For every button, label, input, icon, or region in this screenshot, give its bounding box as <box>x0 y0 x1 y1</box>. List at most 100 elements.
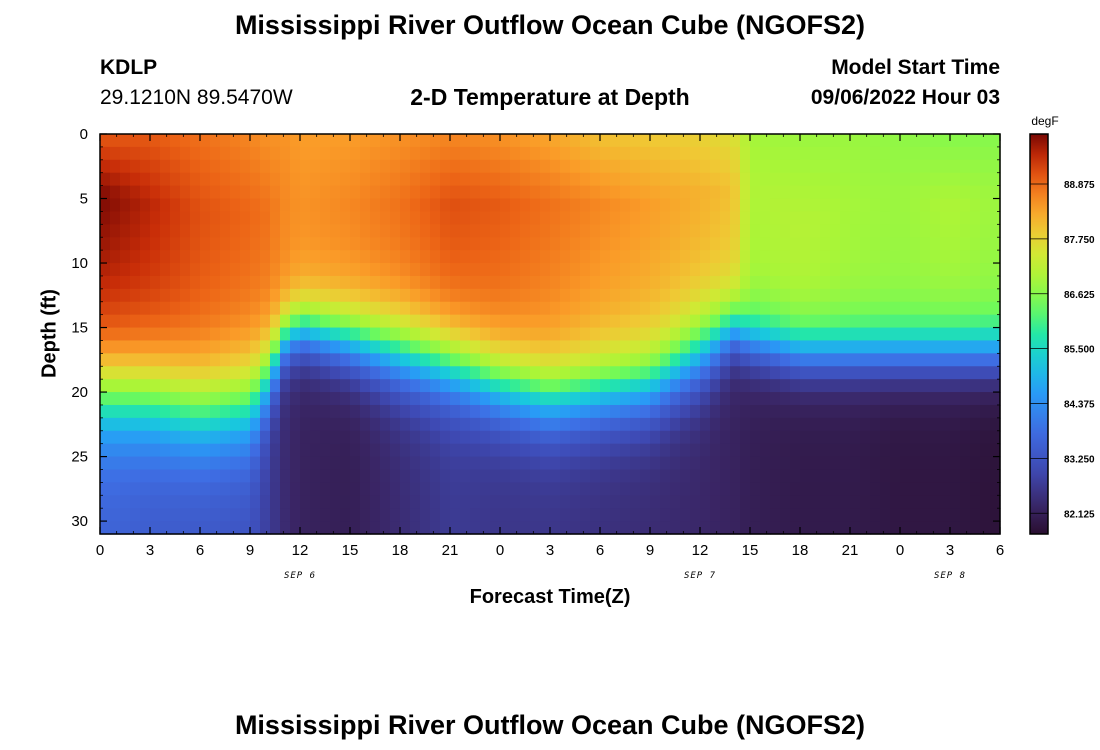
heatmap-cell <box>550 159 561 174</box>
heatmap-cell <box>600 469 611 483</box>
heatmap-cell <box>730 146 741 161</box>
heatmap-cell <box>410 185 421 200</box>
heatmap-cell <box>850 250 861 264</box>
heatmap-cell <box>120 521 131 535</box>
heatmap-cell <box>730 224 741 238</box>
heatmap-cell <box>910 146 921 161</box>
heatmap-cell <box>660 211 671 225</box>
heatmap-cell <box>530 134 541 148</box>
heatmap-cell <box>600 366 611 380</box>
heatmap-cell <box>380 134 391 148</box>
heatmap-cell <box>320 301 331 316</box>
heatmap-cell <box>900 404 911 419</box>
heatmap-cell <box>260 340 271 354</box>
heatmap-cell <box>790 275 801 290</box>
heatmap-cell <box>930 134 941 148</box>
heatmap-cell <box>950 250 961 264</box>
heatmap-cell <box>590 430 601 445</box>
heatmap-cell <box>430 275 441 290</box>
heatmap-cell <box>990 469 1001 483</box>
heatmap-cell <box>310 495 321 509</box>
heatmap-cell <box>230 288 241 303</box>
heatmap-cell <box>270 340 281 354</box>
heatmap-cell <box>490 134 501 148</box>
heatmap-cell <box>850 366 861 380</box>
heatmap-cell <box>830 404 841 419</box>
heatmap-cell <box>930 430 941 445</box>
heatmap-cell <box>760 430 771 445</box>
heatmap-cell <box>700 134 711 148</box>
heatmap-cell <box>840 404 851 419</box>
heatmap-cell <box>180 250 191 264</box>
heatmap-cell <box>530 456 541 471</box>
heatmap-cell <box>660 301 671 316</box>
heatmap-cell <box>800 469 811 483</box>
heatmap-cell <box>310 134 321 148</box>
heatmap-cell <box>240 185 251 200</box>
heatmap-cell <box>920 301 931 316</box>
heatmap-cell <box>580 263 591 277</box>
heatmap-cell <box>990 211 1001 225</box>
heatmap-cell <box>500 521 511 535</box>
heatmap-cell <box>690 404 701 419</box>
heatmap-cell <box>570 521 581 535</box>
heatmap-cell <box>310 159 321 174</box>
heatmap-cell <box>820 508 831 522</box>
heatmap-cell <box>150 198 161 213</box>
heatmap-cell <box>520 469 531 483</box>
heatmap-cell <box>740 134 751 148</box>
heatmap-cell <box>210 392 221 406</box>
heatmap-cell <box>380 456 391 471</box>
heatmap-cell <box>160 392 171 406</box>
heatmap-cell <box>560 185 571 200</box>
heatmap-cell <box>950 172 961 187</box>
heatmap-cell <box>550 172 561 187</box>
heatmap-cell <box>290 198 301 213</box>
heatmap-cell <box>270 456 281 471</box>
heatmap-cell <box>990 198 1001 213</box>
heatmap-cell <box>310 327 321 342</box>
heatmap-cell <box>890 482 901 496</box>
heatmap-cell <box>660 237 671 251</box>
heatmap-cell <box>610 172 621 187</box>
heatmap-cell <box>810 443 821 458</box>
heatmap-cell <box>300 379 311 393</box>
heatmap-cell <box>800 250 811 264</box>
heatmap-cell <box>250 495 261 509</box>
heatmap-cell <box>280 327 291 342</box>
heatmap-cell <box>340 392 351 406</box>
heatmap-cell <box>520 288 531 303</box>
heatmap-cell <box>190 495 201 509</box>
heatmap-cell <box>530 211 541 225</box>
heatmap-cell <box>750 301 761 316</box>
heatmap-cell <box>840 340 851 354</box>
heatmap-cell <box>100 198 111 213</box>
heatmap-cell <box>690 495 701 509</box>
heatmap-cell <box>650 469 661 483</box>
heatmap-cell <box>980 495 991 509</box>
heatmap-cell <box>850 443 861 458</box>
heatmap-cell <box>110 211 121 225</box>
heatmap-cell <box>330 340 341 354</box>
heatmap-cell <box>680 430 691 445</box>
heatmap-cell <box>340 288 351 303</box>
heatmap-cell <box>780 134 791 148</box>
heatmap-cell <box>500 340 511 354</box>
heatmap-cell <box>180 443 191 458</box>
heatmap-cell <box>820 301 831 316</box>
heatmap-cell <box>170 172 181 187</box>
heatmap-cell <box>710 482 721 496</box>
heatmap-cell <box>420 198 431 213</box>
heatmap-cell <box>190 379 201 393</box>
heatmap-cell <box>280 159 291 174</box>
heatmap-cell <box>520 353 531 367</box>
heatmap-cell <box>680 379 691 393</box>
heatmap-cell <box>810 508 821 522</box>
heatmap-cell <box>450 159 461 174</box>
heatmap-cell <box>770 159 781 174</box>
heatmap-cell <box>620 198 631 213</box>
heatmap-cell <box>130 172 141 187</box>
heatmap-cell <box>780 366 791 380</box>
heatmap-cell <box>590 134 601 148</box>
heatmap-cell <box>740 301 751 316</box>
